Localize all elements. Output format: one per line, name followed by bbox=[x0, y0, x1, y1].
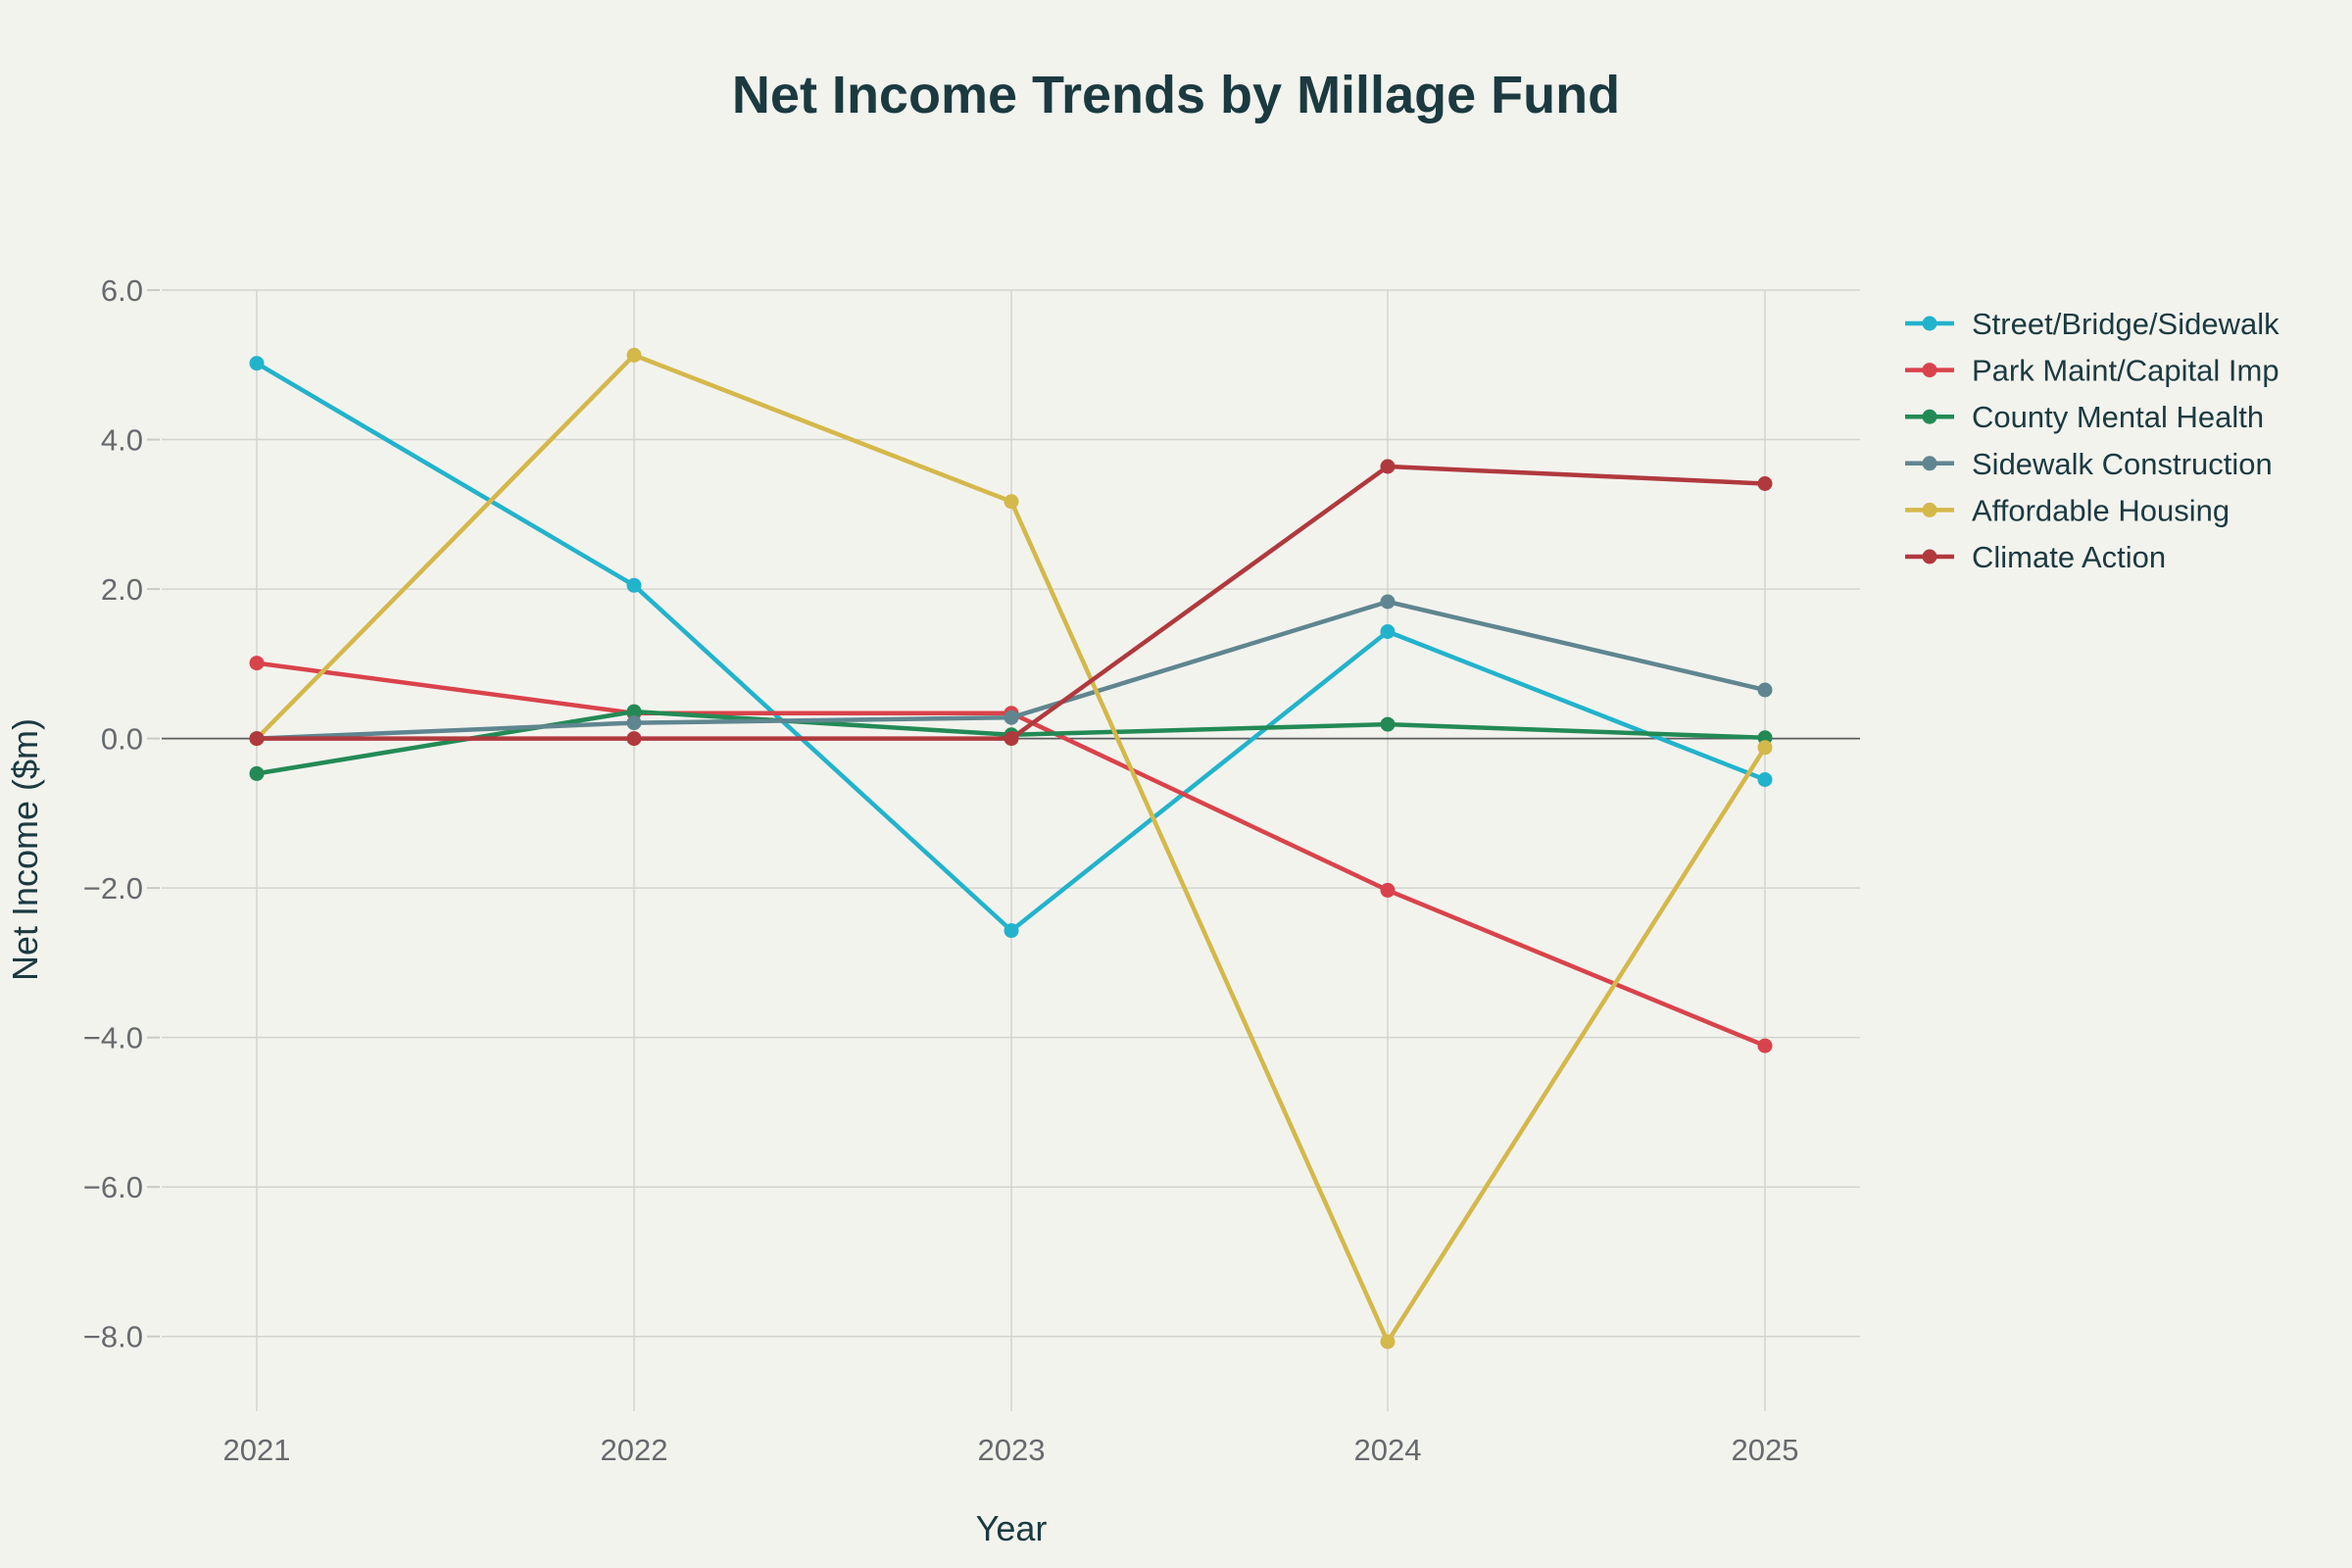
data-point[interactable] bbox=[1004, 731, 1019, 747]
legend-swatch-marker bbox=[1922, 502, 1937, 517]
data-point[interactable] bbox=[249, 656, 265, 671]
data-point[interactable] bbox=[626, 715, 642, 731]
legend-label: Climate Action bbox=[1972, 540, 2166, 574]
data-point[interactable] bbox=[626, 347, 642, 363]
y-tick-label: 6.0 bbox=[101, 273, 143, 308]
legend-swatch-marker bbox=[1922, 549, 1937, 564]
legend-label: Street/Bridge/Sidewalk bbox=[1972, 307, 2279, 341]
x-tick-label: 2025 bbox=[1732, 1433, 1799, 1467]
legend-item[interactable]: Park Maint/Capital Imp bbox=[1905, 354, 2279, 388]
x-tick-label: 2023 bbox=[978, 1433, 1046, 1467]
legend-swatch-marker bbox=[1922, 363, 1937, 378]
x-tick-label: 2024 bbox=[1354, 1433, 1422, 1467]
legend-label: Sidewalk Construction bbox=[1972, 447, 2273, 481]
y-tick-label: −6.0 bbox=[83, 1170, 143, 1204]
legend-label: Park Maint/Capital Imp bbox=[1972, 354, 2279, 388]
data-point[interactable] bbox=[626, 704, 642, 719]
data-point[interactable] bbox=[1380, 624, 1396, 639]
legend-item[interactable]: County Mental Health bbox=[1905, 400, 2264, 434]
data-point[interactable] bbox=[1757, 682, 1773, 698]
data-point[interactable] bbox=[1380, 459, 1396, 474]
chart-title: Net Income Trends by Millage Fund bbox=[732, 66, 1620, 124]
y-tick-label: 0.0 bbox=[101, 722, 143, 757]
data-point[interactable] bbox=[1757, 476, 1773, 491]
y-tick-label: −4.0 bbox=[83, 1021, 143, 1055]
series-group bbox=[249, 347, 1773, 1349]
data-point[interactable] bbox=[1004, 710, 1019, 725]
series-street-bridge-sidewalk[interactable] bbox=[249, 356, 1773, 939]
axes: 2021 2022 2023 2024 2025 6.0 4.0 2.0 0.0 −2.0 −4.0… bbox=[83, 273, 1799, 1467]
legend-swatch-marker bbox=[1922, 316, 1937, 331]
data-point[interactable] bbox=[1380, 594, 1396, 610]
data-point[interactable] bbox=[249, 731, 265, 747]
data-point[interactable] bbox=[1004, 923, 1019, 939]
legend-swatch-marker bbox=[1922, 409, 1937, 424]
legend[interactable]: Street/Bridge/Sidewalk Park Maint/Capital… bbox=[1905, 307, 2279, 574]
data-point[interactable] bbox=[1757, 772, 1773, 787]
x-tick-label: 2021 bbox=[223, 1433, 291, 1467]
data-point[interactable] bbox=[1380, 882, 1396, 898]
x-axis-title: Year bbox=[976, 1508, 1048, 1548]
legend-label: County Mental Health bbox=[1972, 400, 2264, 434]
y-tick-label: 2.0 bbox=[101, 572, 143, 607]
x-tick-label: 2022 bbox=[601, 1433, 668, 1467]
y-axis-title: Net Income ($m) bbox=[5, 718, 45, 981]
data-point[interactable] bbox=[249, 765, 265, 781]
legend-item[interactable]: Street/Bridge/Sidewalk bbox=[1905, 307, 2279, 341]
data-point[interactable] bbox=[1380, 716, 1396, 732]
y-tick-label: −2.0 bbox=[83, 871, 143, 906]
legend-swatch-marker bbox=[1922, 456, 1937, 471]
legend-item[interactable]: Sidewalk Construction bbox=[1905, 447, 2273, 481]
data-point[interactable] bbox=[1380, 1334, 1396, 1349]
legend-item[interactable]: Climate Action bbox=[1905, 540, 2166, 574]
y-tick-label: 4.0 bbox=[101, 423, 143, 458]
data-point[interactable] bbox=[626, 577, 642, 593]
series-climate-action[interactable] bbox=[249, 459, 1773, 747]
y-tick-label: −8.0 bbox=[83, 1320, 143, 1354]
data-point[interactable] bbox=[1757, 740, 1773, 756]
legend-label: Affordable Housing bbox=[1972, 493, 2230, 527]
data-point[interactable] bbox=[1757, 1038, 1773, 1054]
data-point[interactable] bbox=[626, 731, 642, 747]
data-point[interactable] bbox=[1004, 494, 1019, 510]
legend-item[interactable]: Affordable Housing bbox=[1905, 493, 2230, 527]
data-point[interactable] bbox=[249, 356, 265, 371]
